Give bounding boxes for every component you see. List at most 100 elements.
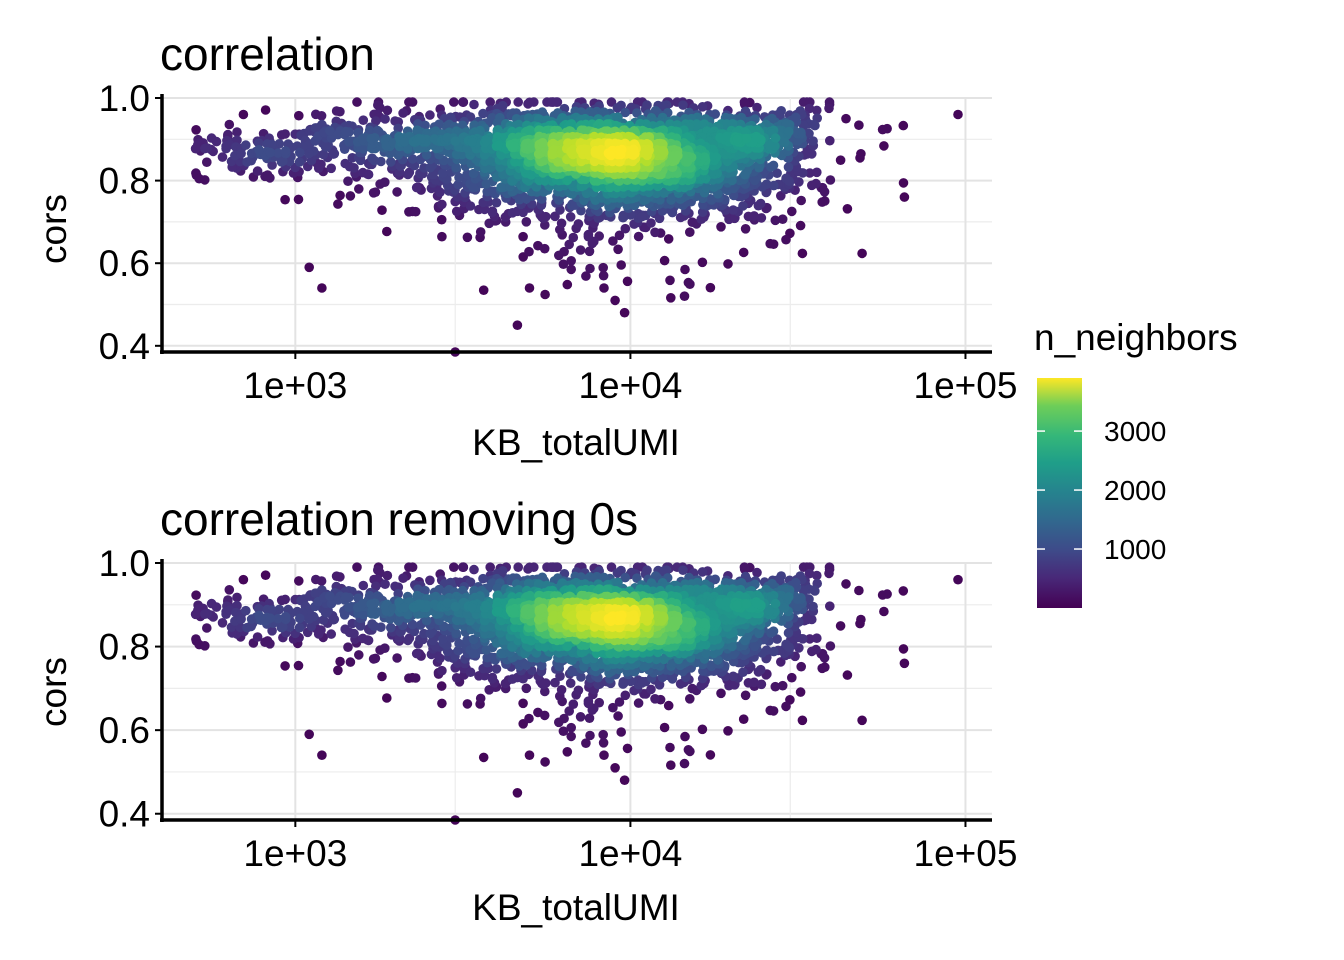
scatter-point — [399, 602, 410, 613]
scatter-point — [294, 622, 305, 633]
y-tick-label: 1.0 — [99, 78, 150, 119]
scatter-point — [740, 635, 750, 646]
scatter-point — [341, 126, 351, 137]
scatter-point — [646, 218, 656, 228]
scatter-point — [453, 179, 464, 190]
scatter-point — [598, 262, 608, 273]
scatter-point — [824, 568, 834, 579]
scatter-point — [752, 567, 762, 578]
scatter-point — [358, 633, 368, 644]
scatter-point — [294, 576, 304, 586]
scatter-point — [678, 100, 688, 110]
scatter-point — [475, 693, 486, 704]
scatter-point — [825, 641, 836, 651]
scatter-point — [238, 574, 249, 585]
scatter-point — [518, 698, 528, 709]
scatter-point — [842, 670, 853, 680]
scatter-point — [554, 717, 564, 728]
scatter-point — [749, 641, 760, 652]
scatter-point — [478, 108, 488, 119]
scatter-point — [767, 113, 777, 124]
scatter-point — [343, 176, 353, 186]
scatter-point — [665, 275, 675, 286]
scatter-point — [879, 141, 889, 151]
scatter-point — [537, 212, 547, 222]
scatter-point — [817, 663, 827, 674]
scatter-point — [877, 124, 888, 135]
scatter-points — [190, 562, 963, 825]
scatter-point — [398, 108, 408, 118]
scatter-point — [790, 577, 801, 588]
scatter-point — [568, 232, 579, 243]
scatter-point — [512, 788, 523, 798]
scatter-point — [421, 150, 432, 160]
scatter-point — [217, 618, 228, 628]
scatter-point — [610, 295, 620, 306]
scatter-point — [366, 599, 376, 609]
scatter-point — [732, 134, 742, 145]
scatter-point — [749, 677, 759, 688]
scatter-point — [795, 220, 806, 231]
scatter-point — [333, 199, 343, 209]
scatter-point — [425, 162, 436, 173]
scatter-point — [254, 145, 264, 155]
scatter-point — [685, 279, 695, 290]
scatter-point — [487, 207, 498, 218]
scatter-point — [566, 264, 576, 275]
scatter-point — [294, 110, 304, 121]
scatter-point — [795, 687, 806, 697]
scatter-point — [679, 758, 690, 769]
scatter-point — [462, 699, 473, 709]
scatter-point — [521, 217, 532, 227]
scatter-point — [539, 243, 550, 254]
scatter-point — [632, 108, 642, 118]
scatter-point — [437, 665, 447, 676]
scatter-point — [404, 167, 415, 178]
scatter-point — [252, 166, 263, 176]
scatter-point — [273, 148, 283, 158]
scatter-point — [765, 705, 775, 716]
scatter-point — [449, 562, 459, 572]
scatter-point — [386, 157, 396, 167]
scatter-point — [524, 750, 535, 760]
scatter-point — [547, 149, 558, 160]
scatter-point — [622, 276, 633, 287]
scatter-point — [404, 207, 414, 217]
scatter-point — [697, 257, 708, 268]
scatter-point — [325, 591, 335, 601]
scatter-point — [770, 215, 781, 226]
scatter-point — [554, 250, 564, 261]
scatter-point — [739, 562, 750, 572]
scatter-point — [812, 633, 822, 643]
scatter-point — [438, 168, 448, 178]
scatter-point — [280, 661, 290, 671]
scatter-point — [606, 97, 617, 107]
scatter-point — [620, 690, 631, 701]
scatter-point — [551, 97, 561, 107]
scatter-point — [628, 150, 638, 160]
scatter-point — [723, 259, 733, 269]
scatter-point — [573, 219, 584, 229]
scatter-point — [295, 147, 305, 158]
scatter-point — [566, 731, 576, 742]
scatter-point — [680, 264, 690, 275]
scatter-point — [280, 129, 291, 139]
scatter-point — [318, 149, 329, 160]
scatter-point — [812, 105, 822, 116]
scatter-point — [352, 562, 362, 572]
scatter-point — [615, 146, 625, 157]
scatter-point — [784, 642, 794, 652]
scatter-point — [377, 671, 387, 682]
scatter-point — [265, 147, 276, 158]
scatter-point — [436, 681, 447, 691]
scatter-point — [513, 562, 523, 572]
scatter-point — [411, 648, 422, 659]
scatter-point — [606, 150, 616, 161]
scatter-point — [551, 562, 561, 572]
scatter-point — [716, 688, 726, 699]
scatter-point — [772, 168, 782, 178]
scatter-point — [380, 579, 390, 589]
scatter-point — [857, 248, 867, 259]
scatter-point — [666, 760, 676, 770]
scatter-point — [642, 565, 652, 575]
